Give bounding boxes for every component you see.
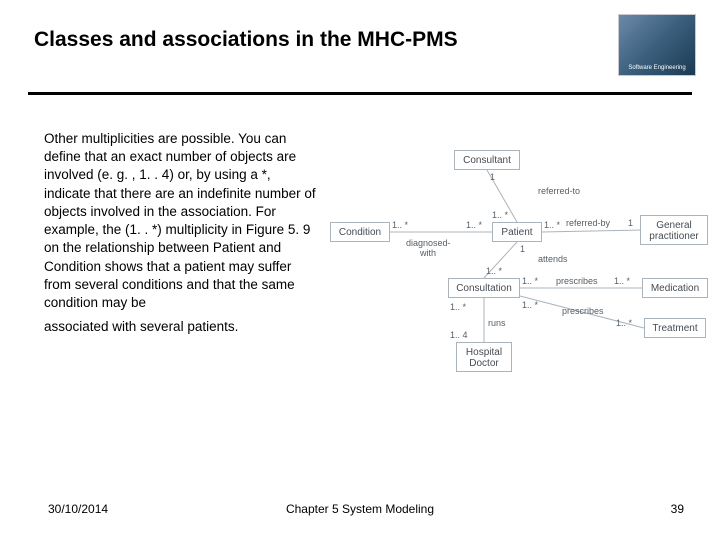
uml-edges xyxy=(330,150,710,380)
footer-page-number: 39 xyxy=(671,502,684,516)
uml-edge-label: 1.. * xyxy=(544,220,560,230)
uml-edge-label: prescribes xyxy=(562,306,604,316)
uml-edge-label: 1.. * xyxy=(522,276,538,286)
uml-edge-label: with xyxy=(420,248,436,258)
uml-class-treatment: Treatment xyxy=(644,318,706,338)
uml-edge-label: 1.. * xyxy=(466,220,482,230)
uml-class-patient: Patient xyxy=(492,222,542,242)
uml-edge-label: prescribes xyxy=(556,276,598,286)
body-paragraph-2: associated with several patients. xyxy=(44,318,320,336)
uml-class-general: General practitioner xyxy=(640,215,708,245)
uml-edge-label: 1.. * xyxy=(392,220,408,230)
uml-class-consultation: Consultation xyxy=(448,278,520,298)
uml-edge-label: 1.. * xyxy=(492,210,508,220)
uml-diagram: 1 1.. * referred-to 1.. * 1.. * diagnosed-wit… xyxy=(330,150,710,380)
body-paragraph-1: Other multiplicities are possible. You c… xyxy=(44,130,320,312)
uml-edge-label: attends xyxy=(538,254,568,264)
logo-caption: Software Engineering xyxy=(628,65,685,71)
title-divider xyxy=(28,92,692,95)
uml-class-condition: Condition xyxy=(330,222,390,242)
uml-edge-label: 1.. * xyxy=(614,276,630,286)
book-cover-logo: Software Engineering xyxy=(618,14,696,76)
uml-edge-label: 1.. * xyxy=(522,300,538,310)
uml-edge-label: referred-to xyxy=(538,186,580,196)
body-text: Other multiplicities are possible. You c… xyxy=(44,130,320,342)
uml-edge-label: 1 xyxy=(520,244,525,254)
footer-center: Chapter 5 System Modeling xyxy=(0,502,720,516)
uml-edge-label: 1 xyxy=(490,172,495,182)
uml-class-consultant: Consultant xyxy=(454,150,520,170)
uml-edge-label: runs xyxy=(488,318,506,328)
uml-class-hospital: Hospital Doctor xyxy=(456,342,512,372)
uml-edge-label: 1.. * xyxy=(486,266,502,276)
page-title: Classes and associations in the MHC-PMS xyxy=(34,28,458,52)
uml-edge-label: 1.. * xyxy=(450,302,466,312)
uml-class-medication: Medication xyxy=(642,278,708,298)
slide: Classes and associations in the MHC-PMS … xyxy=(0,0,720,540)
uml-edge-label: 1.. * xyxy=(616,318,632,328)
uml-edge-label: 1.. 4 xyxy=(450,330,468,340)
uml-edge-label: diagnosed- xyxy=(406,238,451,248)
uml-edge-label: referred-by xyxy=(566,218,610,228)
uml-edge-label: 1 xyxy=(628,218,633,228)
